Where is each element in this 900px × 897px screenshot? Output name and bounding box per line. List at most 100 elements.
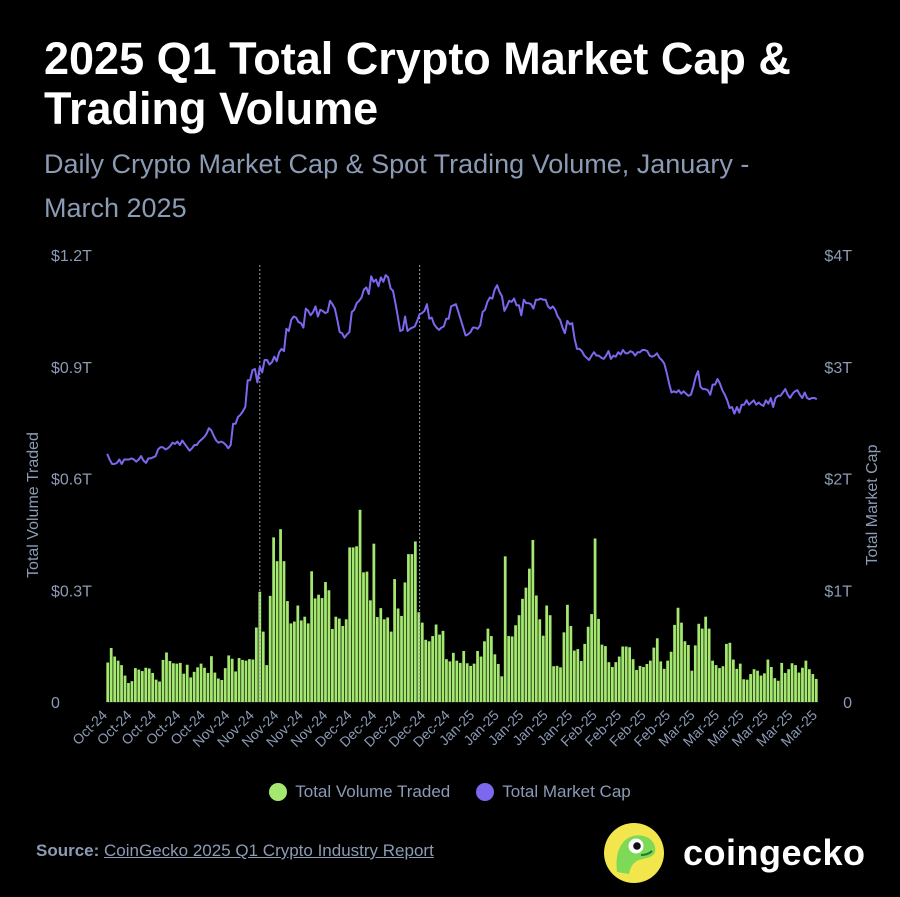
volume-bar [576,649,580,702]
volume-bar [600,644,604,702]
volume-bar [783,672,787,702]
y-left-tick-label: 0 [51,695,60,712]
volume-bar [420,622,424,702]
volume-bar [348,547,352,702]
volume-bar [279,529,282,702]
volume-bar [327,590,331,702]
volume-bar [500,676,504,702]
volume-bar [427,641,431,702]
volume-bar [241,659,244,702]
volume-bar [431,636,434,702]
volume-bar [213,672,217,702]
volume-bar [154,679,158,702]
volume-bar [113,656,117,702]
volume-bar [469,665,473,702]
volume-bar [510,636,514,702]
volume-bar [731,659,735,702]
volume-bar [604,646,607,703]
y-left-tick-label: $0.6T [51,472,92,489]
volume-bar [711,660,714,702]
y-left-tick-label: $1.2T [51,248,92,265]
volume-bar [296,605,300,702]
chart-title: 2025 Q1 Total Crypto Market Cap & Tradin… [44,33,791,134]
volume-bar [237,658,241,702]
source-link[interactable]: CoinGecko 2025 Q1 Crypto Industry Report [104,841,434,860]
volume-bar [621,646,625,702]
volume-bar [369,600,372,702]
volume-bar [666,660,670,702]
volume-bar [769,666,773,702]
volume-bar [752,669,756,702]
volume-bar [507,636,511,702]
volume-bar [324,582,327,702]
source-label: Source: [36,841,100,860]
volume-bar [410,554,414,702]
y-left-axis-title: Total Volume Traded [25,432,42,578]
volume-bar [586,626,590,702]
volume-bar [182,673,186,702]
chart-subtitle: Daily Crypto Market Cap & Spot Trading V… [44,149,750,223]
volume-bar [590,614,593,702]
volume-bar [479,656,483,702]
y-right-tick-label: 0 [843,695,852,712]
legend-market-cap-label: Total Market Cap [502,782,631,801]
legend-volume-dot-icon [269,783,288,801]
legend-item-volume[interactable]: Total Volume Traded [269,782,450,802]
volume-bar [407,554,410,702]
volume-bar [687,645,690,702]
volume-bar [158,681,161,702]
volume-bar [355,546,358,702]
legend-volume-label: Total Volume Traded [295,782,451,801]
volume-bar [434,624,438,702]
volume-bar [334,616,338,702]
volume-bar [261,631,265,702]
volume-bar [707,628,711,702]
volume-bar [631,659,635,702]
volume-bar [116,660,120,702]
volume-bar [251,659,255,702]
volume-bar [140,671,144,702]
legend-item-market-cap[interactable]: Total Market Cap [476,782,631,802]
volume-bar [472,663,476,702]
volume-bar [254,627,258,702]
y-right-tick-label: $2T [824,472,852,489]
volume-bar [303,616,307,702]
y-right-axis-title: Total Market Cap [864,444,881,565]
volume-bar [572,650,576,702]
volume-bar [337,618,341,702]
volume-bar [714,665,718,702]
volume-bar [123,675,127,702]
volume-bar [220,680,224,702]
market-cap-line [106,274,818,465]
volume-bar [559,667,562,702]
volume-bar [178,662,182,702]
volume-bar [635,669,638,702]
volume-bar [541,635,545,702]
volume-bar [725,643,728,702]
volume-bar [168,661,172,702]
volume-bar [445,659,448,702]
volume-bar [728,642,732,702]
volume-bar [673,624,676,702]
volume-bars [106,509,818,703]
volume-bar [210,656,213,702]
volume-bar [794,665,797,702]
volume-bar [379,608,383,702]
volume-bar [227,655,231,702]
volume-bar [234,671,237,702]
volume-bar [382,619,386,702]
volume-bar [313,598,317,702]
y-left-tick-label: $0.3T [51,583,92,600]
volume-bar [331,628,334,702]
volume-bar [645,664,649,702]
volume-bar [137,669,141,702]
volume-bar [721,666,725,702]
volume-bar [451,652,455,702]
volume-bar [161,659,165,702]
volume-bar [151,672,155,702]
volume-bar [628,647,632,702]
volume-bar [659,661,663,702]
volume-bar [607,662,611,702]
volume-bar [448,661,452,702]
volume-bar [780,662,784,702]
